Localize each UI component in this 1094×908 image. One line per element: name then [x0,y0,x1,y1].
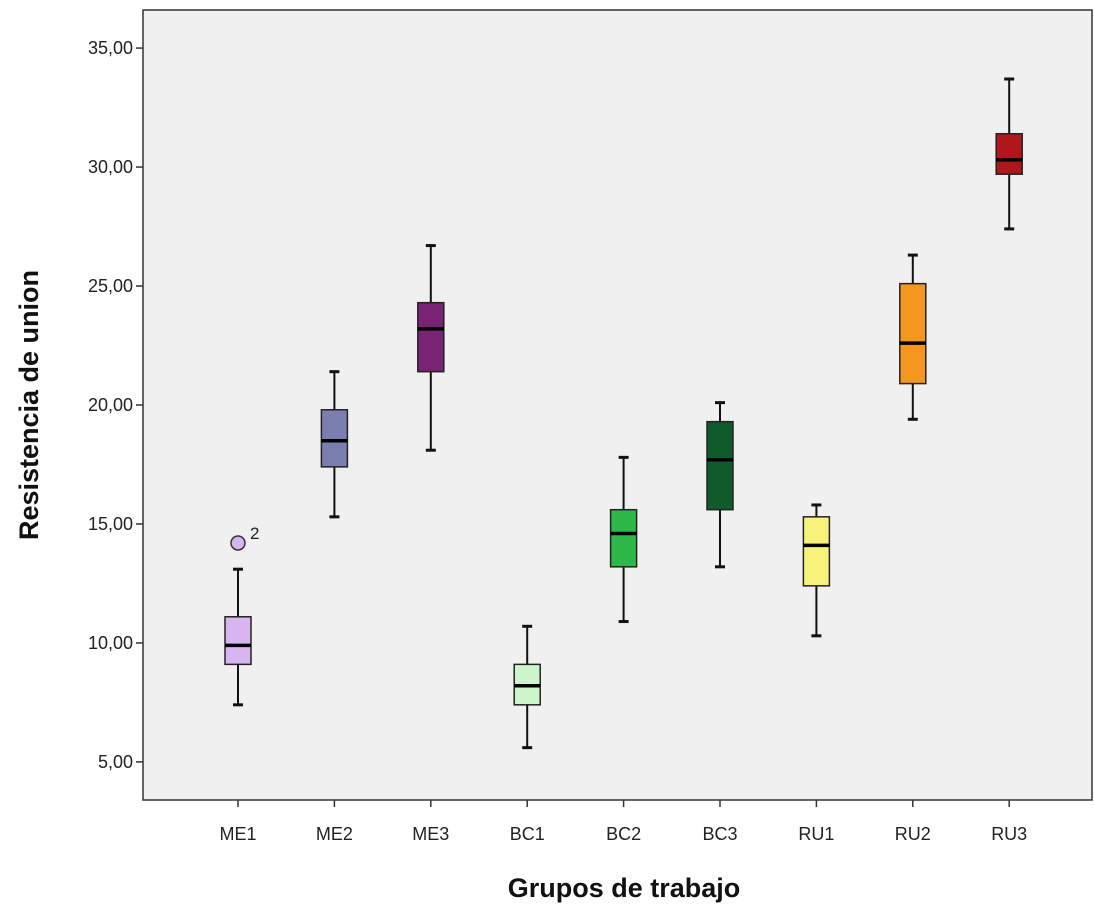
y-axis-title: Resistencia de union [14,270,44,540]
x-axis: ME1 ME2 ME3 BC1 BC2 BC3 RU1 RU2 RU3 [219,800,1027,844]
box-iqr [417,301,445,373]
x-tick-label: BC3 [702,824,737,844]
box-iqr [706,420,734,511]
box-bc2 [609,455,638,624]
x-tick-label: BC2 [606,824,641,844]
y-tick-label: 10,00 [88,633,133,653]
x-tick-label: RU2 [895,824,931,844]
box-iqr [320,409,349,468]
box-iqr [899,282,927,385]
y-axis: 5,00 10,00 15,00 20,00 25,00 30,00 35,00 [88,38,143,772]
y-tick-label: 20,00 [88,395,133,415]
box-iqr [609,508,638,568]
box-me2 [320,370,349,519]
x-tick-label: ME1 [219,824,256,844]
y-tick-label: 25,00 [88,276,133,296]
x-tick-label: RU3 [991,824,1027,844]
box-me3 [417,244,445,452]
box-series: 2 [224,77,1023,750]
box-ru3 [995,77,1023,231]
box-iqr [224,616,252,666]
box-ru2 [899,253,927,421]
x-tick-label: ME3 [412,824,449,844]
box-bc1 [513,624,541,750]
y-tick-label: 30,00 [88,157,133,177]
outlier-point [230,535,246,551]
y-tick-label: 15,00 [88,514,133,534]
box-bc3 [706,401,734,569]
y-tick-label: 35,00 [88,38,133,58]
y-tick-label: 5,00 [98,752,133,772]
x-tick-label: RU1 [798,824,834,844]
outlier-label: 2 [250,524,259,543]
box-me1: 2 [224,524,259,707]
x-tick-label: BC1 [510,824,545,844]
box-ru1 [802,503,831,638]
x-axis-title: Grupos de trabajo [508,873,741,903]
x-tick-label: ME2 [316,824,353,844]
plot-area [142,9,1093,801]
box-iqr [802,516,831,587]
box-iqr [995,132,1023,175]
